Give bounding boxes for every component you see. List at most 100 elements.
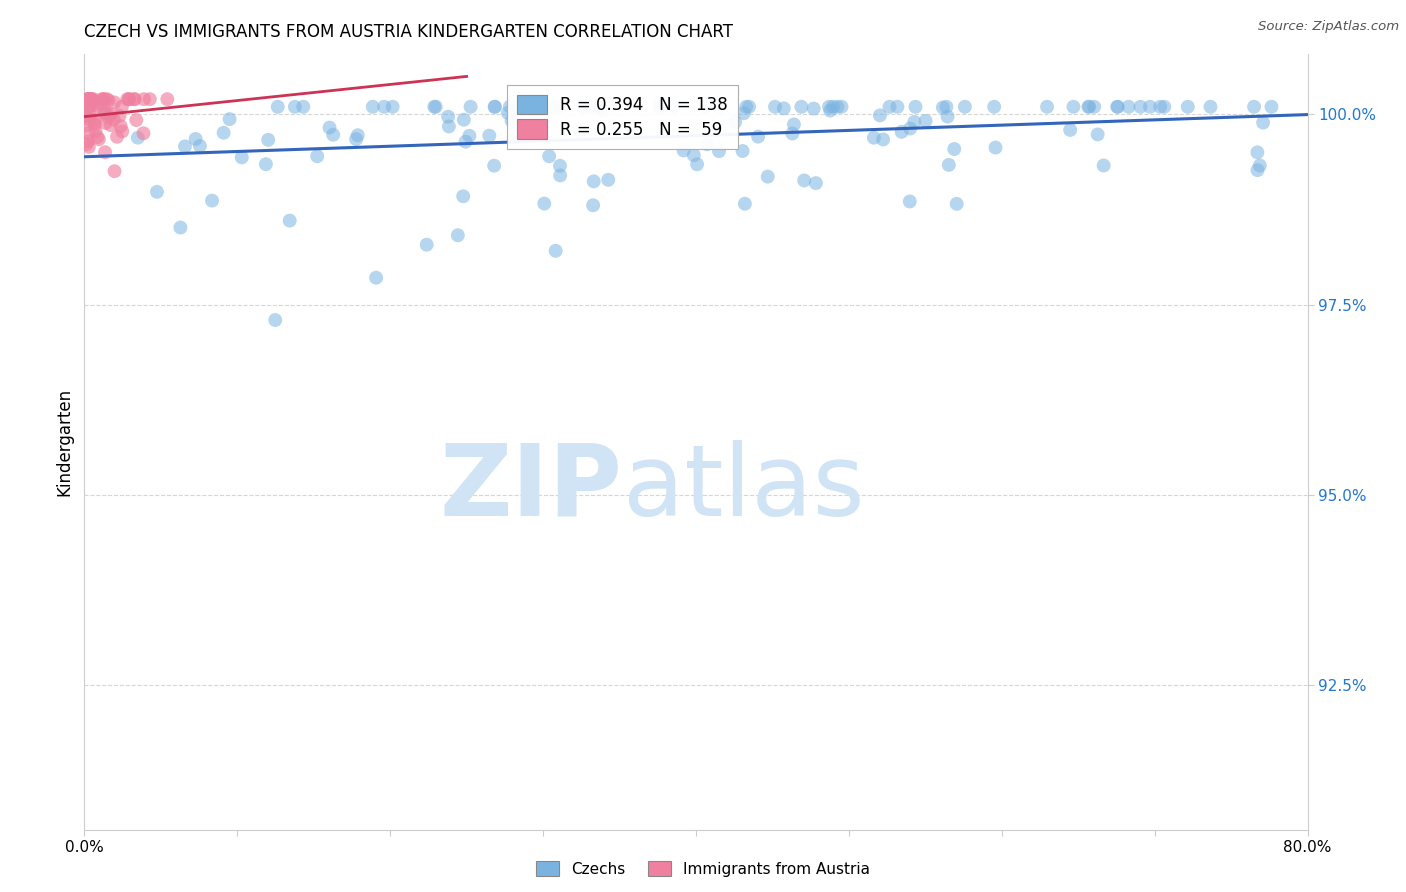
Point [278, 213, 301, 227]
Legend: Czechs, Immigrants from Austria: Czechs, Immigrants from Austria [529, 853, 877, 884]
Point [188, 139, 211, 153]
Point [110, 119, 132, 133]
Point [803, 102, 825, 116]
Point [423, 100, 446, 114]
Point [863, 130, 886, 145]
Point [1107, 100, 1129, 114]
Point [82, 98, 104, 112]
Point [96, 92, 118, 106]
Point [254, 157, 277, 171]
Point [93, 92, 115, 106]
Point [105, 129, 128, 144]
Point [284, 100, 307, 114]
Point [1246, 145, 1268, 160]
Point [541, 100, 564, 114]
Point [1243, 100, 1265, 114]
Point [267, 100, 290, 114]
Point [169, 220, 191, 235]
Point [686, 157, 709, 171]
Point [682, 148, 704, 162]
Point [83, 116, 105, 130]
Point [77, 100, 100, 114]
Point [91, 92, 114, 106]
Point [146, 185, 169, 199]
Point [585, 100, 607, 114]
Point [1062, 100, 1084, 114]
Point [437, 120, 460, 134]
Point [100, 118, 122, 132]
Point [111, 124, 134, 138]
Point [437, 110, 460, 124]
Point [793, 173, 815, 187]
Point [695, 100, 717, 114]
Point [77, 134, 100, 148]
Point [80, 92, 103, 106]
Point [77, 92, 100, 106]
Point [1249, 159, 1271, 173]
Point [648, 100, 671, 114]
Point [731, 144, 754, 158]
Point [458, 128, 481, 143]
Point [544, 244, 567, 258]
Point [103, 95, 125, 110]
Point [184, 132, 207, 146]
Point [115, 92, 138, 106]
Point [97, 94, 120, 108]
Point [938, 158, 960, 172]
Point [724, 115, 747, 129]
Point [87, 132, 110, 146]
Point [76, 92, 98, 106]
Point [1078, 100, 1101, 114]
Point [869, 108, 891, 122]
Point [707, 144, 730, 158]
Point [763, 100, 786, 114]
Point [903, 115, 925, 129]
Point [90, 96, 112, 111]
Point [76, 92, 98, 106]
Point [588, 100, 610, 114]
Point [538, 149, 561, 163]
Point [872, 132, 894, 146]
Point [662, 100, 685, 114]
Point [86, 130, 108, 145]
Point [94, 116, 117, 130]
Point [80, 92, 103, 106]
Point [818, 100, 841, 114]
Text: CZECH VS IMMIGRANTS FROM AUSTRIA KINDERGARTEN CORRELATION CHART: CZECH VS IMMIGRANTS FROM AUSTRIA KINDERG… [84, 23, 734, 41]
Point [936, 110, 959, 124]
Point [257, 133, 280, 147]
Point [983, 100, 1005, 114]
Point [582, 198, 605, 212]
Point [548, 169, 571, 183]
Point [83, 118, 105, 132]
Point [945, 197, 967, 211]
Point [77, 126, 100, 140]
Point [932, 101, 955, 115]
Point [1251, 115, 1274, 129]
Point [571, 100, 593, 114]
Point [425, 100, 447, 114]
Point [125, 113, 148, 128]
Point [111, 100, 134, 114]
Point [86, 99, 108, 113]
Point [738, 100, 761, 114]
Point [879, 100, 901, 114]
Point [579, 100, 602, 114]
Point [733, 106, 755, 120]
Point [447, 228, 470, 243]
Point [80, 92, 103, 106]
Point [132, 92, 155, 106]
Point [76, 137, 98, 152]
Point [94, 145, 117, 160]
Point [831, 100, 853, 114]
Point [1083, 100, 1105, 114]
Point [1149, 100, 1171, 114]
Point [501, 113, 523, 128]
Point [782, 127, 804, 141]
Point [118, 92, 141, 106]
Point [1059, 123, 1081, 137]
Point [550, 100, 572, 114]
Point [1246, 163, 1268, 178]
Point [827, 100, 849, 114]
Point [650, 100, 672, 114]
